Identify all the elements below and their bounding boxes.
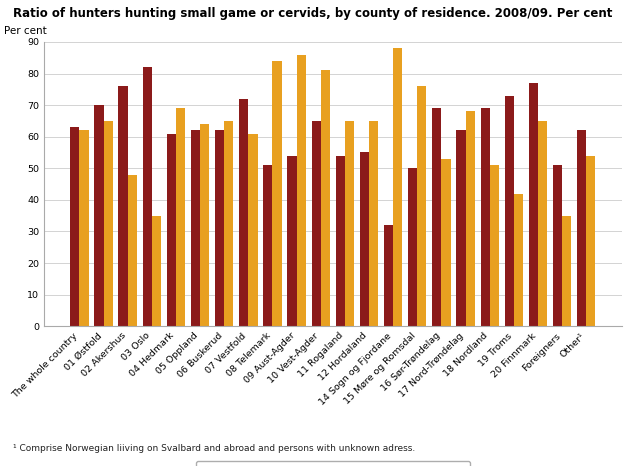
- Bar: [393, 48, 403, 326]
- Bar: [457, 130, 465, 326]
- Bar: [538, 121, 547, 326]
- Bar: [248, 134, 257, 326]
- Bar: [119, 86, 127, 326]
- Bar: [505, 96, 514, 326]
- Bar: [224, 121, 234, 326]
- Bar: [239, 99, 248, 326]
- Bar: [143, 67, 152, 326]
- Bar: [480, 108, 490, 326]
- Bar: [152, 216, 161, 326]
- Bar: [200, 124, 209, 326]
- Bar: [288, 156, 296, 326]
- Bar: [577, 130, 587, 326]
- Bar: [384, 225, 393, 326]
- Bar: [215, 130, 224, 326]
- Bar: [360, 152, 369, 326]
- Bar: [79, 130, 89, 326]
- Bar: [562, 216, 571, 326]
- Bar: [345, 121, 354, 326]
- Bar: [273, 61, 282, 326]
- Bar: [311, 121, 321, 326]
- Text: Ratio of hunters hunting small game or cervids, by county of residence. 2008/09.: Ratio of hunters hunting small game or c…: [13, 7, 612, 20]
- Bar: [321, 70, 330, 326]
- Bar: [104, 121, 112, 326]
- Bar: [587, 156, 595, 326]
- Bar: [369, 121, 378, 326]
- Bar: [514, 193, 523, 326]
- Bar: [432, 108, 441, 326]
- Bar: [176, 108, 185, 326]
- Bar: [441, 159, 451, 326]
- Bar: [553, 165, 562, 326]
- Bar: [94, 105, 104, 326]
- Bar: [167, 134, 176, 326]
- Bar: [336, 156, 345, 326]
- Bar: [191, 130, 200, 326]
- Bar: [490, 165, 499, 326]
- Bar: [263, 165, 273, 326]
- Bar: [418, 86, 426, 326]
- Text: Per cent: Per cent: [4, 26, 46, 36]
- Bar: [127, 175, 137, 326]
- Bar: [529, 83, 538, 326]
- Bar: [296, 55, 306, 326]
- Bar: [408, 168, 418, 326]
- Text: ¹ Comprise Norwegian liiving on Svalbard and abroad and persons with unknown adr: ¹ Comprise Norwegian liiving on Svalbard…: [13, 444, 415, 453]
- Legend: Small game hunters, Cervid hunters: Small game hunters, Cervid hunters: [196, 461, 470, 466]
- Bar: [70, 127, 79, 326]
- Bar: [465, 111, 475, 326]
